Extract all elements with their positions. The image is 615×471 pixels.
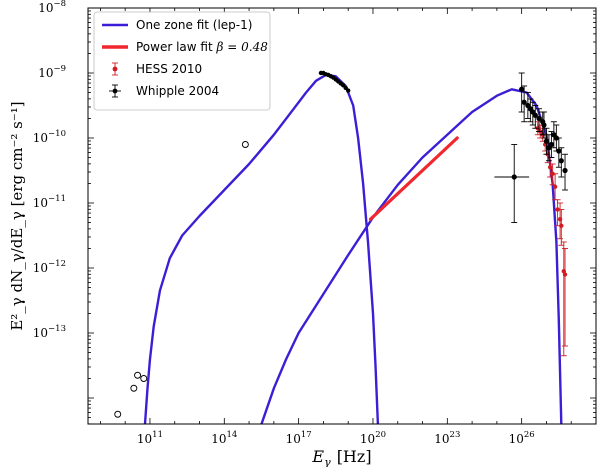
data-marker xyxy=(555,207,560,212)
radio-data-point xyxy=(134,371,142,379)
y-tick-label: 10−9 xyxy=(38,64,66,80)
data-marker xyxy=(558,158,564,164)
y-tick-label: 10−10 xyxy=(33,129,66,145)
radio-data-point xyxy=(241,141,249,148)
legend-swatch-marker xyxy=(112,88,118,94)
x-tick-label: 1014 xyxy=(211,430,237,446)
y-tick-exponent: −12 xyxy=(48,259,66,269)
data-marker xyxy=(543,138,550,144)
x-tick-label: 1026 xyxy=(509,430,535,446)
powerlaw-fit-line xyxy=(368,136,459,221)
legend-item-whipple: Whipple 2004 xyxy=(109,84,219,98)
x-tick-exponent: 11 xyxy=(152,430,163,440)
x-tick-exponent: 23 xyxy=(450,430,461,440)
data-marker xyxy=(562,167,568,174)
whipple-data-point xyxy=(518,72,525,113)
radio-data-point xyxy=(140,375,148,382)
legend-item-powerlaw: Power law fit β = 0.48 xyxy=(102,40,268,54)
data-marker xyxy=(536,115,542,122)
hess-data-point xyxy=(554,199,561,227)
data-marker xyxy=(556,148,562,154)
model-curve-line xyxy=(143,73,380,424)
whipple-data-point xyxy=(540,111,547,139)
y-tick-exponent: −9 xyxy=(53,64,66,74)
hess-data-point xyxy=(562,248,569,347)
hess-data-point xyxy=(558,209,565,246)
y-tick-label: 10−13 xyxy=(33,324,66,340)
y-tick-exponent: −10 xyxy=(48,129,66,139)
data-marker xyxy=(547,165,553,170)
legend-math: β = 0.48 xyxy=(216,40,269,54)
axes-frame xyxy=(87,7,597,425)
x-axis-label: Eγ [Hz] xyxy=(311,447,371,467)
data-marker xyxy=(519,86,525,92)
axis-labels: Eγ [Hz] E²_γ dN_γ/dE_γ [erg cm⁻² s⁻¹] xyxy=(8,101,372,469)
radio-data-point xyxy=(114,410,122,418)
whipple-data-point xyxy=(562,153,569,191)
legend-label: Power law fit β = 0.48 xyxy=(136,40,268,54)
whipple-data-point xyxy=(532,105,539,129)
y-tick-exponent: −8 xyxy=(53,0,66,9)
x-tick-exponent: 26 xyxy=(524,430,535,440)
data-marker xyxy=(521,99,527,105)
legend-label: One zone fit (lep-1) xyxy=(136,18,252,32)
x-tick-exponent: 17 xyxy=(301,430,312,440)
x-label-subscript: γ xyxy=(324,456,331,467)
legend-item-model: One zone fit (lep-1) xyxy=(102,18,252,32)
xray-data-point xyxy=(345,88,351,93)
legend-box xyxy=(93,11,271,111)
whipple-data-point xyxy=(548,131,555,158)
whipple-data-point xyxy=(558,147,565,178)
legend-label: HESS 2010 xyxy=(136,62,202,76)
legend: One zone fit (lep-1) Power law fit β = 0.… xyxy=(93,11,271,111)
series-clip-group xyxy=(114,70,569,424)
y-tick-label: 10−11 xyxy=(33,194,66,210)
y-axis-label: E²_γ dN_γ/dE_γ [erg cm⁻² s⁻¹] xyxy=(8,101,26,330)
x-tick-label: 1023 xyxy=(434,430,460,446)
series-layer xyxy=(114,70,569,424)
x-tick-exponent: 20 xyxy=(375,430,386,440)
radio-data-point xyxy=(130,384,138,392)
legend-swatch-marker xyxy=(112,66,118,72)
data-marker xyxy=(532,112,538,118)
y-tick-exponent: −13 xyxy=(48,324,66,334)
y-tick-label: 10−12 xyxy=(33,259,66,275)
data-marker xyxy=(559,223,564,228)
x-tick-label: 1017 xyxy=(286,430,312,446)
whipple-data-point xyxy=(543,127,550,155)
data-marker xyxy=(541,122,547,128)
y-tick-exponent: −11 xyxy=(48,194,66,204)
x-tick-label: 1020 xyxy=(360,430,386,446)
x-tick-label: 1011 xyxy=(137,430,163,446)
whipple-data-point xyxy=(555,137,562,168)
legend-label: Whipple 2004 xyxy=(136,84,219,98)
y-tick-label: 10−8 xyxy=(38,0,66,15)
whipple-data-point xyxy=(536,108,543,132)
x-label-symbol: E xyxy=(311,447,324,466)
whipple-data-point xyxy=(521,85,528,123)
legend-item-hess: HESS 2010 xyxy=(112,62,202,76)
whipple-data-point xyxy=(494,144,530,223)
hess-data-point xyxy=(552,173,559,201)
data-marker xyxy=(562,272,568,277)
data-marker xyxy=(511,174,517,180)
x-label-unit: [Hz] xyxy=(337,447,372,466)
data-marker xyxy=(548,141,554,148)
x-tick-exponent: 14 xyxy=(227,430,238,440)
data-marker xyxy=(552,184,558,189)
